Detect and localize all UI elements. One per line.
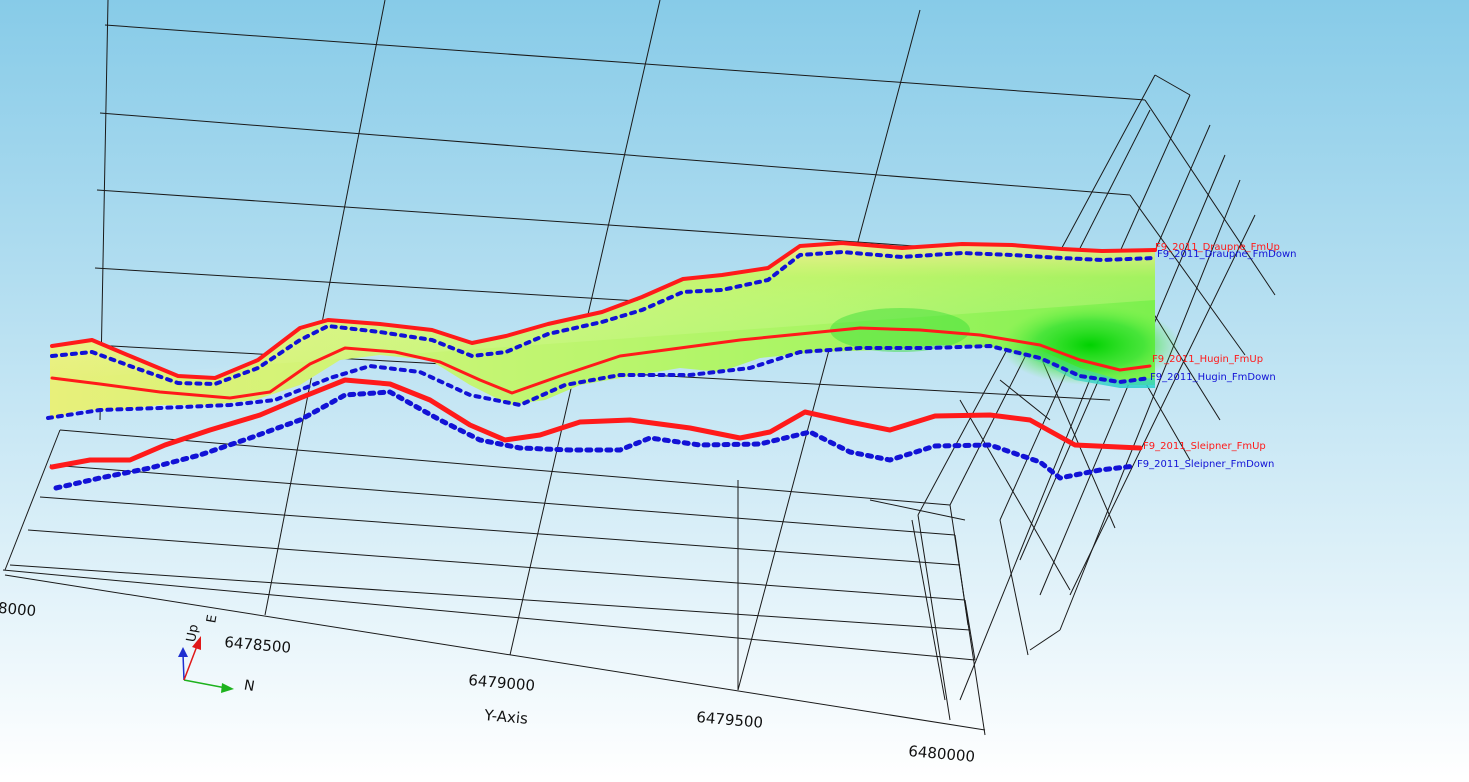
horizon-label: F9_2011_Hugin_FmDown xyxy=(1150,372,1276,383)
horizon-label: F9_2011_Sleipner_FmUp xyxy=(1143,441,1266,452)
sleipner-fmup-line[interactable] xyxy=(49,377,1143,470)
north-label: N xyxy=(243,677,256,695)
draupne-fmup-line[interactable] xyxy=(50,241,1157,380)
hugin-fmup-line[interactable] xyxy=(50,326,1152,400)
north-axis-arrow xyxy=(183,679,227,689)
east-axis-arrow xyxy=(183,645,198,681)
east-label: E xyxy=(204,614,220,625)
hugin-fmdown-line[interactable] xyxy=(46,344,1152,420)
y-axis-labels: 8000 6478500 6479000 6479500 6480000 Y-A… xyxy=(0,599,976,766)
up-arrowhead xyxy=(178,647,188,657)
y-tick-label: 6479500 xyxy=(696,708,764,732)
orientation-triad[interactable]: Up E N xyxy=(178,614,256,695)
draupne-fmdown-line[interactable] xyxy=(50,250,1157,386)
up-label: Up xyxy=(184,623,202,643)
horizon-labels: F9_2011_Draupne_FmUpF9_2011_Draupne_FmDo… xyxy=(1137,242,1297,470)
horizon-label: F9_2011_Draupne_FmUp xyxy=(1155,242,1280,253)
y-tick-label: 8000 xyxy=(0,599,37,620)
north-arrowhead xyxy=(221,683,234,693)
horizon-label: F9_2011_Hugin_FmUp xyxy=(1152,354,1263,365)
y-axis-title: Y-Axis xyxy=(483,706,529,728)
sleipner-fmdown-line[interactable] xyxy=(53,389,1138,491)
up-axis-arrow xyxy=(182,653,185,681)
east-arrowhead xyxy=(192,636,201,650)
y-tick-label: 6478500 xyxy=(224,633,292,657)
y-tick-label: 6479000 xyxy=(468,671,536,695)
horizon-label: F9_2011_Sleipner_FmDown xyxy=(1137,459,1274,470)
horizon-label: F9_2011_Draupne_FmDown xyxy=(1157,249,1297,260)
y-tick-label: 6480000 xyxy=(908,742,976,766)
